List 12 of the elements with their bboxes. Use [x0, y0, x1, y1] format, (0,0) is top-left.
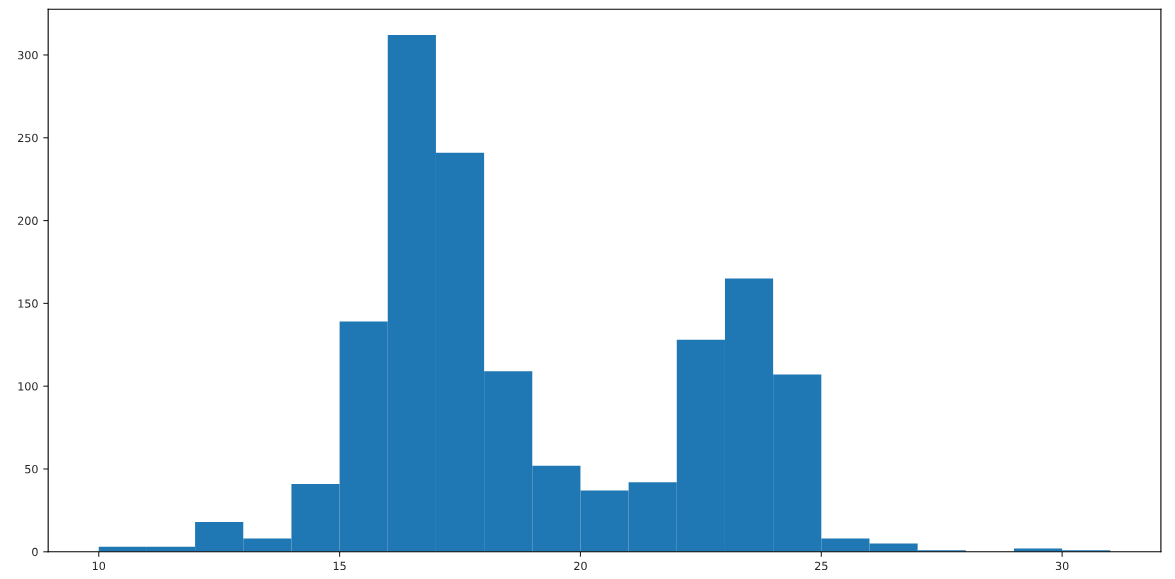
y-tick-label: 200	[18, 216, 38, 225]
y-tick-label: 0	[32, 547, 38, 557]
y-tick-label: 300	[18, 50, 38, 60]
x-tick-label: 30	[1055, 561, 1069, 571]
y-tick-label: 150	[18, 299, 38, 308]
y-tick-label: 50	[25, 464, 38, 474]
x-tick-label: 15	[333, 561, 346, 571]
y-tick-label: 100	[18, 382, 38, 391]
y-tick-label: 250	[18, 133, 38, 143]
x-tick-label: 25	[815, 561, 828, 571]
x-tick-label: 20	[574, 561, 587, 571]
x-tick-label: 10	[92, 561, 106, 571]
